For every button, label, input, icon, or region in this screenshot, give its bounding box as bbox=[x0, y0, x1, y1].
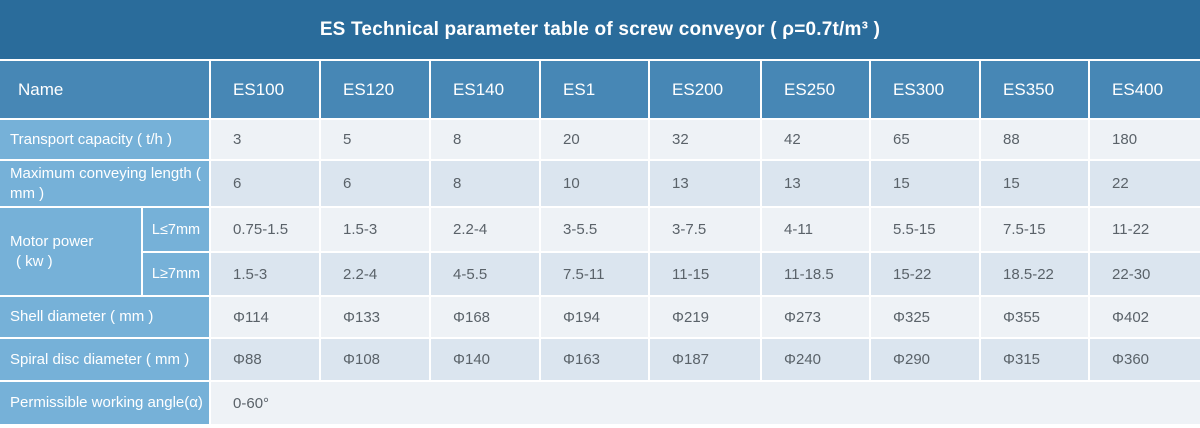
param-value-cell: 42 bbox=[760, 118, 872, 161]
param-value-cell: Φ219 bbox=[648, 295, 763, 339]
header-cell-model-es350: ES350 bbox=[979, 60, 1091, 120]
param-value-cell: 2.2-4 bbox=[319, 251, 432, 297]
param-value-cell: Φ325 bbox=[869, 295, 982, 339]
param-value-cell: 18.5-22 bbox=[979, 251, 1091, 297]
param-value-cell: 88 bbox=[979, 118, 1091, 161]
header-cell-model-es250: ES250 bbox=[760, 60, 872, 120]
header-cell-model-es1: ES1 bbox=[539, 60, 651, 120]
param-value-cell: 32 bbox=[648, 118, 763, 161]
param-value-cell: 5 bbox=[319, 118, 432, 161]
param-value-cell: 4-11 bbox=[760, 206, 872, 253]
param-value-cell: 1.5-3 bbox=[319, 206, 432, 253]
row-label-motor-power: Motor power ( kw ) bbox=[0, 206, 143, 297]
row-max-conveying-length: Maximum conveying length ( mm ) 6 6 8 10… bbox=[0, 159, 1200, 208]
header-cell-model-es120: ES120 bbox=[319, 60, 432, 120]
param-value-cell-merged: 0-60° bbox=[209, 380, 1200, 424]
param-value-cell: 3-7.5 bbox=[648, 206, 763, 253]
row-transport-capacity: Transport capacity ( t/h ) 3 5 8 20 32 4… bbox=[0, 118, 1200, 161]
table-title: ES Technical parameter table of screw co… bbox=[0, 0, 1200, 59]
sub-label-l-le-7mm: L≤7mm bbox=[140, 206, 212, 253]
row-motor-power-l-le-7mm: Motor power ( kw ) L≤7mm 0.75-1.5 1.5-3 … bbox=[0, 206, 1200, 297]
param-value-cell: 11-15 bbox=[648, 251, 763, 297]
param-value-cell: 22-30 bbox=[1088, 251, 1200, 297]
parameter-table: Name ES100 ES120 ES140 ES1 ES200 ES250 E… bbox=[0, 59, 1200, 424]
param-value-cell: 13 bbox=[648, 159, 763, 208]
param-value-cell: 7.5-15 bbox=[979, 206, 1091, 253]
header-cell-model-es400: ES400 bbox=[1088, 60, 1200, 120]
param-value-cell: Φ273 bbox=[760, 295, 872, 339]
header-cell-name: Name bbox=[0, 60, 212, 120]
param-value-cell: 5.5-15 bbox=[869, 206, 982, 253]
param-value-cell: 15 bbox=[979, 159, 1091, 208]
param-value-cell: Φ290 bbox=[869, 337, 982, 382]
param-value-cell: 6 bbox=[209, 159, 322, 208]
header-row: Name ES100 ES120 ES140 ES1 ES200 ES250 E… bbox=[0, 60, 1200, 120]
param-value-cell: 2.2-4 bbox=[429, 206, 542, 253]
param-value-cell: 11-18.5 bbox=[760, 251, 872, 297]
param-value-cell: Φ133 bbox=[319, 295, 432, 339]
motor-power-label-line2: ( kw ) bbox=[16, 252, 53, 270]
header-cell-model-es200: ES200 bbox=[648, 60, 763, 120]
param-value-cell: 7.5-11 bbox=[539, 251, 651, 297]
row-spiral-disc-diameter: Spiral disc diameter ( mm ) Φ88 Φ108 Φ14… bbox=[0, 337, 1200, 382]
param-value-cell: Φ402 bbox=[1088, 295, 1200, 339]
row-label-shell-diameter: Shell diameter ( mm ) bbox=[0, 295, 212, 339]
param-value-cell: Φ88 bbox=[209, 337, 322, 382]
header-cell-model-es140: ES140 bbox=[429, 60, 542, 120]
param-value-cell: 13 bbox=[760, 159, 872, 208]
param-value-cell: Φ360 bbox=[1088, 337, 1200, 382]
param-value-cell: Φ315 bbox=[979, 337, 1091, 382]
param-value-cell: 10 bbox=[539, 159, 651, 208]
param-value-cell: 11-22 bbox=[1088, 206, 1200, 253]
row-label-transport-capacity: Transport capacity ( t/h ) bbox=[0, 118, 212, 161]
param-value-cell: Φ194 bbox=[539, 295, 651, 339]
param-value-cell: 65 bbox=[869, 118, 982, 161]
param-value-cell: Φ114 bbox=[209, 295, 322, 339]
row-shell-diameter: Shell diameter ( mm ) Φ114 Φ133 Φ168 Φ19… bbox=[0, 295, 1200, 339]
table-title-text: ES Technical parameter table of screw co… bbox=[319, 18, 881, 40]
param-value-cell: Φ108 bbox=[319, 337, 432, 382]
param-value-cell: 20 bbox=[539, 118, 651, 161]
row-permissible-working-angle: Permissible working angle(α) 0-60° bbox=[0, 380, 1200, 424]
param-value-cell: Φ168 bbox=[429, 295, 542, 339]
param-value-cell: Φ163 bbox=[539, 337, 651, 382]
param-value-cell: 6 bbox=[319, 159, 432, 208]
param-value-cell: Φ355 bbox=[979, 295, 1091, 339]
param-value-cell: 4-5.5 bbox=[429, 251, 542, 297]
param-value-cell: 15 bbox=[869, 159, 982, 208]
sub-label-l-ge-7mm: L≥7mm bbox=[140, 251, 212, 297]
row-label-max-conveying-length: Maximum conveying length ( mm ) bbox=[0, 159, 212, 208]
param-value-cell: 3-5.5 bbox=[539, 206, 651, 253]
param-value-cell: 22 bbox=[1088, 159, 1200, 208]
row-motor-power-l-ge-7mm: L≥7mm 1.5-3 2.2-4 4-5.5 7.5-11 11-15 11-… bbox=[0, 251, 1200, 297]
param-value-cell: Φ140 bbox=[429, 337, 542, 382]
header-cell-model-es100: ES100 bbox=[209, 60, 322, 120]
param-value-cell: 1.5-3 bbox=[209, 251, 322, 297]
row-label-permissible-working-angle: Permissible working angle(α) bbox=[0, 380, 212, 424]
header-cell-model-es300: ES300 bbox=[869, 60, 982, 120]
param-value-cell: 180 bbox=[1088, 118, 1200, 161]
param-value-cell: 8 bbox=[429, 159, 542, 208]
motor-power-label-line1: Motor power bbox=[10, 233, 94, 250]
param-value-cell: Φ187 bbox=[648, 337, 763, 382]
param-value-cell: 8 bbox=[429, 118, 542, 161]
param-value-cell: Φ240 bbox=[760, 337, 872, 382]
param-value-cell: 0.75-1.5 bbox=[209, 206, 322, 253]
param-value-cell: 15-22 bbox=[869, 251, 982, 297]
param-value-cell: 3 bbox=[209, 118, 322, 161]
row-label-spiral-disc-diameter: Spiral disc diameter ( mm ) bbox=[0, 337, 212, 382]
